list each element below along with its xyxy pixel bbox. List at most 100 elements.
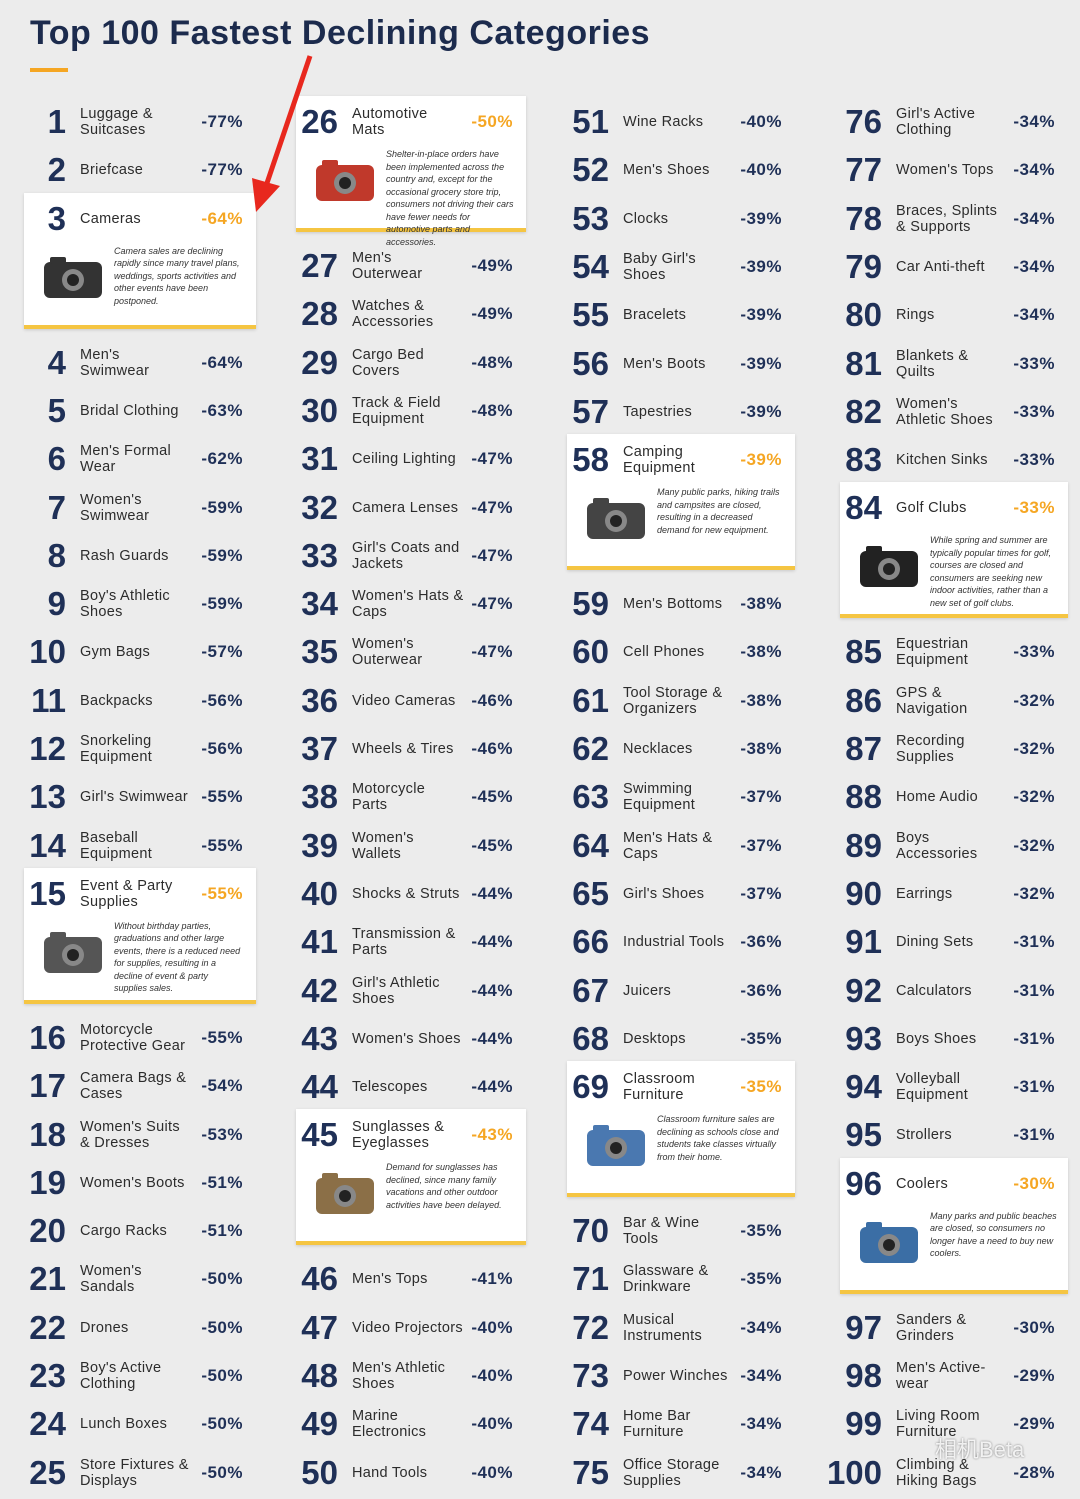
category-name: Sanders & Grinders (896, 1311, 967, 1344)
product-icon (860, 1221, 918, 1263)
change: -44% (471, 1028, 513, 1048)
rank: 7 (47, 488, 66, 526)
rank: 52 (572, 151, 609, 189)
category-row: 29 Cargo Bed Covers -48% (0, 339, 1080, 387)
change: -50% (201, 1317, 243, 1337)
category-name: Women's Suits & Dresses (80, 1118, 180, 1151)
product-icon (44, 931, 102, 973)
category-row: 13 Girl's Swimwear -55% (0, 773, 1080, 821)
rank: 49 (301, 1405, 338, 1443)
change: -34% (1013, 208, 1055, 228)
rank: 90 (845, 874, 882, 912)
rank: 5 (47, 391, 66, 429)
change: -47% (471, 497, 513, 517)
category-name: Store Fixtures & Displays (80, 1456, 189, 1489)
rank: 16 (29, 1018, 66, 1056)
product-icon (316, 1173, 374, 1215)
category-name: Men's Shoes (623, 162, 710, 179)
category-name: Wheels & Tires (352, 741, 454, 757)
change: -36% (740, 932, 782, 952)
category-row: 15 Event & Party Supplies -55% (0, 870, 1080, 918)
category-row: 61 Tool Storage & Organizers -38% (0, 677, 1080, 725)
rank: 76 (845, 103, 882, 140)
product-icon (587, 1125, 645, 1167)
rank: 10 (29, 633, 66, 671)
product-icon (587, 498, 645, 540)
rank: 81 (845, 344, 882, 382)
category-name: Calculators (896, 982, 972, 999)
rank: 36 (301, 681, 338, 719)
change: -54% (201, 1076, 243, 1096)
category-name: Backpacks (80, 692, 153, 709)
rank: 15 (29, 874, 66, 912)
rank: 37 (301, 730, 338, 767)
rank: 31 (301, 440, 338, 478)
category-name: Girl's Athletic Shoes (352, 974, 440, 1007)
change: -32% (1013, 835, 1055, 855)
category-name: Kitchen Sinks (896, 452, 988, 469)
category-row: 52 Men's Shoes -40% (0, 146, 1080, 194)
category-name: Tapestries (623, 403, 693, 420)
category-name: Home Bar Furniture (623, 1408, 691, 1441)
category-row: 28 Watches & Accessories -49% (0, 290, 1080, 338)
category-row: 93 Boys Shoes -31% (0, 1015, 1080, 1063)
category-row: 79 Car Anti-theft -34% (0, 243, 1080, 291)
change: -32% (1013, 883, 1055, 903)
category-name: Girl's Coats and Jackets (352, 539, 460, 572)
category-row: 59 Men's Bottoms -38% (0, 580, 1080, 628)
category-name: Luggage & Suitcases (80, 106, 153, 138)
rank: 83 (845, 441, 882, 479)
category-row: 46 Men's Tops -41% (0, 1255, 1080, 1303)
rank: 14 (29, 826, 66, 864)
rank: 40 (301, 874, 338, 912)
category-name: Snorkeling Equipment (80, 733, 153, 765)
category-row: 6 Men's Formal Wear -62% (0, 435, 1080, 483)
category-name: Girl's Shoes (623, 885, 705, 902)
change: -45% (471, 787, 513, 807)
change: -56% (201, 690, 243, 710)
category-row: 31 Ceiling Lighting -47% (0, 435, 1080, 483)
category-row: 30 Track & Field Equipment -48% (0, 387, 1080, 435)
category-name: Industrial Tools (623, 934, 725, 951)
category-name: Gym Bags (80, 644, 151, 661)
category-name: Cargo Bed Covers (352, 346, 425, 379)
change: -32% (1013, 739, 1055, 758)
change: -53% (201, 1124, 243, 1144)
change: -44% (471, 932, 513, 952)
featured-card: Classroom furniture sales are declining … (567, 1061, 795, 1198)
category-name: Track & Field Equipment (352, 394, 441, 427)
category-row: 39 Women's Wallets -45% (0, 822, 1080, 870)
category-row: 98 Men's Active-wear -29% (0, 1352, 1080, 1400)
category-name: Juicers (623, 982, 672, 999)
rank: 71 (572, 1260, 609, 1298)
change: -55% (201, 883, 243, 903)
category-row: 77 Women's Tops -34% (0, 146, 1080, 194)
rank: 45 (301, 1116, 338, 1154)
rank: 33 (301, 536, 338, 574)
rank: 87 (845, 730, 882, 767)
category-name: GPS & Navigation (896, 684, 968, 717)
featured-card: Demand for sunglasses has declined, sinc… (296, 1109, 526, 1246)
category-row: 11 Backpacks -56% (0, 677, 1080, 725)
change: -37% (740, 835, 782, 855)
change: -33% (1013, 353, 1055, 373)
category-name: Shocks & Struts (352, 885, 460, 902)
category-row: 57 Tapestries -39% (0, 388, 1080, 436)
category-name: Girl's Swimwear (80, 789, 188, 806)
category-name: Classroom Furniture (623, 1071, 695, 1104)
category-name: Transmission & Parts (352, 926, 456, 959)
category-name: Bridal Clothing (80, 402, 179, 419)
category-row: 19 Women's Boots -51% (0, 1159, 1080, 1207)
change: -29% (1013, 1414, 1055, 1434)
description: Shelter-in-place orders have been implem… (386, 149, 514, 247)
category-row: 17 Camera Bags & Cases -54% (0, 1062, 1080, 1110)
change: -35% (740, 1077, 782, 1097)
category-name: Cameras (80, 210, 141, 227)
category-row: 16 Motorcycle Protective Gear -55% (0, 1014, 1080, 1062)
rank: 72 (572, 1308, 609, 1346)
category-row: 45 Sunglasses & Eyeglasses -43% (0, 1111, 1080, 1159)
description: Camera sales are declining rapidly since… (114, 245, 240, 306)
rank: 53 (572, 199, 609, 237)
change: -33% (1013, 401, 1055, 421)
category-row: 34 Women's Hats & Caps -47% (0, 580, 1080, 628)
